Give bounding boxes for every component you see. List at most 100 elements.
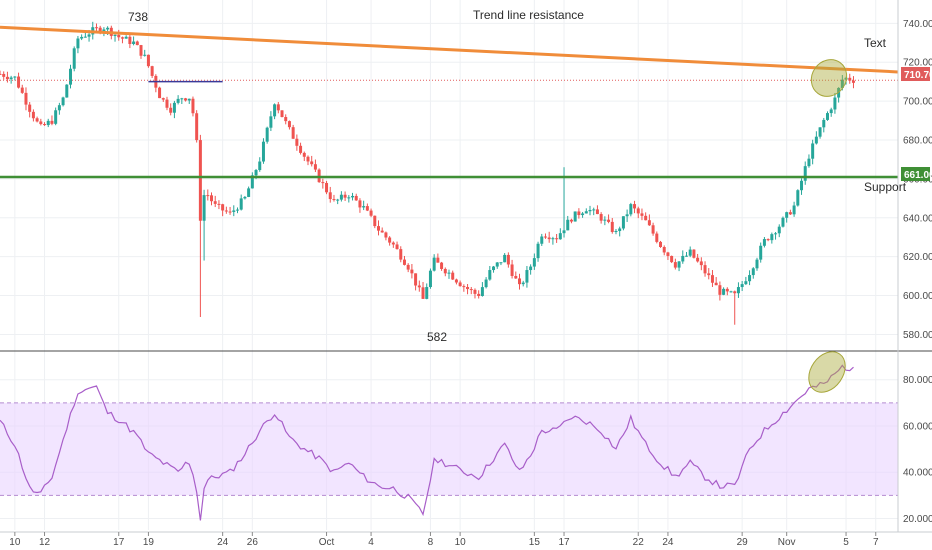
candle-body: [848, 77, 852, 81]
candle-body: [380, 230, 384, 233]
candle-body: [492, 266, 496, 271]
candle-body: [362, 206, 366, 208]
candle-body: [46, 120, 50, 126]
candle-body: [373, 215, 377, 227]
trend-lines: [0, 25, 899, 179]
candle-body: [184, 98, 188, 101]
candle-body: [221, 204, 225, 211]
candle-body: [406, 264, 410, 270]
candle-body: [636, 208, 640, 214]
candle-body: [525, 270, 529, 283]
candle-body: [681, 255, 685, 262]
candle-body: [98, 27, 102, 33]
candle-body: [785, 212, 789, 218]
candle-body: [659, 241, 663, 248]
candle-body: [369, 210, 373, 216]
candle-body: [710, 275, 714, 283]
candle-body: [762, 239, 766, 246]
highlight-ellipse-price: [810, 59, 848, 97]
price-tick-label: 640.00: [903, 213, 932, 224]
support-tag-label: 661.00: [904, 170, 932, 181]
candle-body: [358, 200, 362, 208]
oscillator-tick-label: 40.0000: [903, 468, 932, 479]
candle-body: [269, 116, 273, 128]
candle-body: [562, 230, 566, 234]
candle-body: [343, 194, 347, 198]
candle-body: [592, 209, 596, 211]
candle-body: [150, 66, 154, 76]
candle-body: [722, 288, 726, 295]
candle-body: [180, 98, 184, 100]
candle-body: [599, 214, 603, 221]
candle-body: [43, 124, 47, 126]
candle-body: [547, 237, 551, 240]
candle-body: [39, 121, 43, 125]
candle-body: [276, 104, 280, 111]
candle-body: [417, 285, 421, 288]
candle-body: [87, 34, 91, 37]
candle-body: [803, 166, 807, 181]
candle-body: [499, 262, 503, 264]
candle-body: [744, 281, 748, 285]
candle-body: [796, 190, 800, 206]
candle-body: [577, 211, 581, 216]
candle-body: [2, 73, 6, 77]
candle-body: [514, 275, 518, 279]
resistance-trendline: [0, 25, 899, 74]
candle-body: [647, 220, 651, 226]
candle-body: [9, 77, 13, 80]
candle-body: [210, 195, 214, 202]
candle-body: [644, 215, 648, 221]
candle-body: [469, 289, 473, 291]
candle-body: [755, 259, 759, 269]
candle-body: [243, 196, 247, 199]
candle-body: [707, 273, 711, 276]
candle-body: [725, 288, 729, 292]
x-tick-label: 7: [873, 537, 879, 548]
candle-body: [313, 164, 317, 170]
x-tick-label: 4: [368, 537, 374, 548]
price-tick-label: 620.00: [903, 252, 932, 263]
candle-body: [120, 37, 124, 39]
candle-body: [748, 275, 752, 282]
x-tick-label: 15: [529, 537, 541, 548]
candle-body: [76, 38, 80, 49]
candle-body: [718, 285, 722, 295]
candle-body: [484, 279, 488, 288]
oscillator-tick-label: 80.0000: [903, 375, 932, 386]
candle-body: [169, 107, 173, 113]
x-tick-label: 10: [9, 537, 21, 548]
candle-body: [94, 27, 98, 29]
x-tick-label: 26: [247, 537, 259, 548]
candle-body: [106, 27, 110, 30]
candle-body: [195, 113, 199, 141]
candle-body: [128, 36, 132, 45]
candle-body: [829, 109, 833, 114]
candle-body: [662, 247, 666, 253]
candles: [0, 21, 855, 325]
candle-body: [113, 34, 117, 36]
oscillator-line: [0, 364, 854, 521]
candle-body: [384, 232, 388, 238]
candle-body: [759, 245, 763, 260]
candle-body: [425, 287, 429, 299]
candle-body: [198, 140, 202, 221]
candle-body: [625, 214, 629, 217]
candle-body: [280, 110, 284, 118]
candle-body: [807, 158, 811, 167]
candle-body: [677, 261, 681, 268]
candle-body: [621, 216, 625, 229]
candle-body: [477, 293, 481, 296]
candle-body: [347, 197, 351, 199]
candle-body: [451, 272, 455, 280]
candle-body: [833, 97, 837, 110]
candle-body: [235, 209, 239, 211]
candle-body: [529, 266, 533, 271]
candle-body: [518, 278, 522, 285]
candle-body: [5, 76, 9, 80]
candle-body: [54, 110, 58, 124]
x-tick-label: 22: [633, 537, 645, 548]
candle-body: [321, 182, 325, 184]
candle-body: [143, 54, 147, 56]
candle-body: [172, 102, 176, 113]
